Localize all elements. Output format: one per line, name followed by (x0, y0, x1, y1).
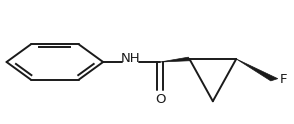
Text: NH: NH (121, 52, 141, 65)
Polygon shape (160, 57, 191, 62)
Text: O: O (155, 93, 166, 106)
Polygon shape (236, 59, 278, 81)
Text: F: F (280, 73, 287, 86)
